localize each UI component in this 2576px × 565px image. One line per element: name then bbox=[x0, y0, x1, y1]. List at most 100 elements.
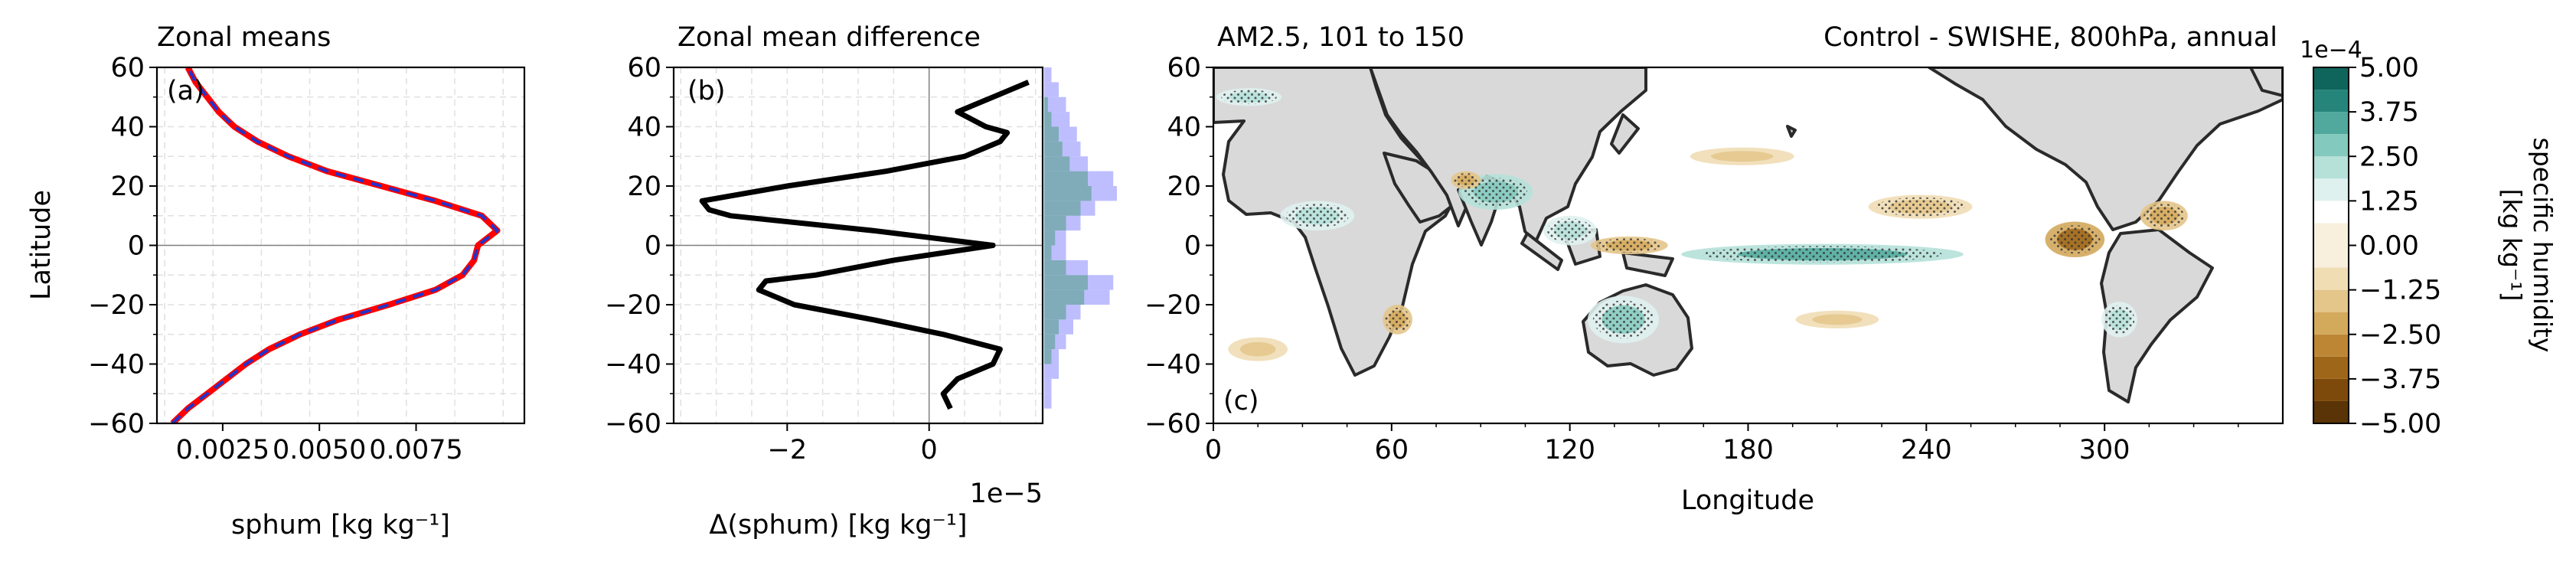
histogram-overlay-bar bbox=[1044, 141, 1063, 157]
ytick-label: 0 bbox=[645, 231, 661, 262]
colorbar-band bbox=[2313, 178, 2349, 201]
ytick-label: 20 bbox=[1167, 171, 1201, 202]
series-line-difference bbox=[699, 80, 1030, 410]
histogram-overlay-bar bbox=[1044, 171, 1088, 186]
histogram-overlay-bar bbox=[1044, 319, 1059, 335]
histogram-overlay-bar bbox=[1044, 245, 1052, 260]
histogram-overlay-bar bbox=[1044, 112, 1052, 127]
hatching-patch bbox=[1285, 204, 1350, 228]
land-small-islands bbox=[1786, 125, 1797, 138]
colorbar-band bbox=[2313, 400, 2349, 423]
panel-b-histogram bbox=[1044, 67, 1117, 409]
histogram-overlay-bar bbox=[1044, 126, 1059, 142]
histogram-bar bbox=[1044, 96, 1066, 113]
colorbar-offset-label: 1e−4 bbox=[2300, 37, 2362, 64]
histogram-overlay-bar bbox=[1044, 201, 1081, 216]
colorbar-band bbox=[2313, 356, 2349, 379]
histogram-overlay-bar bbox=[1044, 334, 1056, 350]
hatching-patch bbox=[1876, 197, 1965, 217]
histogram-bar bbox=[1044, 82, 1059, 97]
colorbar-band bbox=[2313, 112, 2349, 135]
ytick-label: 20 bbox=[110, 171, 145, 202]
xtick-label: 0 bbox=[921, 435, 938, 465]
colorbar-tick-label: −3.75 bbox=[2359, 364, 2441, 395]
hatching-patch bbox=[1453, 172, 1479, 188]
panel-b-label: (b) bbox=[687, 76, 726, 106]
ytick-label: 40 bbox=[627, 113, 661, 143]
panel-c-label: (c) bbox=[1223, 386, 1259, 416]
panel-a-ylabel: Latitude bbox=[26, 190, 57, 300]
colorbar-band bbox=[2313, 378, 2349, 401]
xtick-label: 120 bbox=[1544, 435, 1595, 465]
colorbar-band bbox=[2313, 67, 2349, 90]
colorbar-band bbox=[2313, 134, 2349, 157]
series-line-1 bbox=[171, 67, 499, 423]
colorbar-band bbox=[2313, 289, 2349, 312]
hatching-patch bbox=[1385, 307, 1411, 331]
colorbar-band bbox=[2313, 312, 2349, 335]
xtick-label: 60 bbox=[1375, 435, 1409, 465]
land-newguinea bbox=[1621, 251, 1674, 277]
panel-a-label: (a) bbox=[167, 76, 204, 106]
land-japan bbox=[1610, 113, 1640, 155]
ytick-label: −20 bbox=[88, 290, 145, 321]
xtick-label: 0 bbox=[1205, 435, 1222, 465]
ytick-label: −60 bbox=[605, 409, 661, 439]
ytick-label: −40 bbox=[88, 350, 145, 380]
hatching-patch bbox=[1702, 246, 1943, 263]
land-asia bbox=[1369, 67, 1647, 245]
land-north-america bbox=[1928, 67, 2283, 231]
land-greenland bbox=[2249, 67, 2283, 97]
colorbar-band bbox=[2313, 90, 2349, 113]
xtick-label: 0.0050 bbox=[273, 435, 366, 465]
histogram-overlay-bar bbox=[1044, 349, 1052, 364]
colorbar-band bbox=[2313, 223, 2349, 268]
ytick-label: 40 bbox=[1167, 113, 1201, 143]
colorbar-tick-label: 2.50 bbox=[2359, 142, 2419, 172]
anomaly-core bbox=[1812, 314, 1863, 325]
xtick-label: 300 bbox=[2079, 435, 2130, 465]
colorbar-ticks: −5.00 −3.75 −2.50 −1.25 0.00 1.25 2.50 3.75 5.00 bbox=[2349, 53, 2441, 439]
xtick-label: −2 bbox=[768, 435, 808, 465]
xtick-label: 180 bbox=[1722, 435, 1774, 465]
colorbar-tick-label: −5.00 bbox=[2359, 409, 2441, 439]
panel-a-xlabel: sphum [kg kg⁻¹] bbox=[231, 510, 450, 541]
hatching-patch bbox=[1592, 300, 1654, 339]
histogram-bar bbox=[1044, 394, 1052, 409]
colorbar-band bbox=[2313, 156, 2349, 179]
colorbar-tick-label: 0.00 bbox=[2359, 231, 2419, 262]
colorbar: −5.00 −3.75 −2.50 −1.25 0.00 1.25 2.50 3.75 5.00… bbox=[2300, 37, 2558, 439]
hatching-patch bbox=[1596, 238, 1663, 253]
panel-a-title: Zonal means bbox=[157, 22, 331, 53]
ytick-label: 0 bbox=[1184, 231, 1201, 262]
panel-a-series bbox=[170, 67, 501, 423]
ytick-label: −40 bbox=[605, 350, 661, 380]
panel-b-series bbox=[699, 80, 1030, 410]
panel-a: −60 −40 −20 0 20 40 60 0.0025 0.0050 0.0075 Zonal… bbox=[26, 22, 526, 541]
land-sumatra bbox=[1520, 232, 1563, 271]
ytick-label: 60 bbox=[627, 53, 661, 83]
hatching-patch bbox=[1546, 218, 1593, 243]
panel-b-title: Zonal mean difference bbox=[677, 22, 981, 53]
hatching-patch bbox=[2104, 305, 2135, 334]
map-hatching bbox=[1221, 90, 2185, 339]
histogram-overlay-bar bbox=[1044, 96, 1048, 113]
colorbar-tick-label: −1.25 bbox=[2359, 276, 2441, 306]
histogram-overlay-bar bbox=[1044, 186, 1092, 201]
ytick-label: −60 bbox=[88, 409, 145, 439]
map-land bbox=[1213, 67, 2283, 403]
panel-a-axes: −60 −40 −20 0 20 40 60 0.0025 0.0050 0.0075 bbox=[88, 53, 463, 465]
colorbar-tick-label: 5.00 bbox=[2359, 53, 2419, 83]
hatching-patch bbox=[1221, 90, 1277, 105]
ytick-label: 60 bbox=[1167, 53, 1201, 83]
ytick-label: −20 bbox=[1144, 290, 1201, 321]
histogram-overlay-bar bbox=[1044, 289, 1085, 305]
ytick-label: −60 bbox=[1144, 409, 1201, 439]
ytick-label: 40 bbox=[110, 113, 145, 143]
land-south-america bbox=[2100, 228, 2214, 403]
colorbar-label: specific humidity[kg kg⁻¹] bbox=[2497, 138, 2558, 353]
colorbar-label-line: [kg kg⁻¹] bbox=[2497, 188, 2527, 301]
